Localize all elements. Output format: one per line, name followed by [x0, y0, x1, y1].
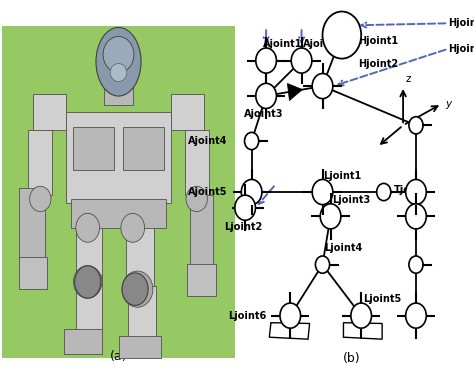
Ellipse shape [110, 63, 127, 82]
Polygon shape [344, 323, 382, 339]
Ellipse shape [121, 214, 145, 242]
Text: (b): (b) [343, 353, 360, 366]
Circle shape [96, 27, 141, 96]
Bar [187, 264, 216, 296]
Text: Ljoint6: Ljoint6 [228, 310, 266, 321]
Bar [118, 336, 161, 358]
Bar [190, 195, 213, 268]
Ellipse shape [30, 186, 51, 212]
Text: Hjoint2: Hjoint2 [358, 60, 398, 70]
Text: z: z [406, 74, 411, 84]
Circle shape [406, 204, 426, 229]
Text: Ljoint3: Ljoint3 [332, 195, 370, 205]
Ellipse shape [75, 266, 100, 298]
Circle shape [409, 256, 423, 273]
Circle shape [241, 179, 262, 204]
Ellipse shape [122, 273, 148, 306]
Bar [73, 127, 114, 170]
Circle shape [320, 204, 341, 229]
Bar [126, 224, 154, 289]
Ellipse shape [76, 214, 100, 242]
Circle shape [409, 117, 423, 134]
Text: (a): (a) [110, 350, 127, 363]
Ellipse shape [103, 36, 134, 73]
Text: Tjoint: Tjoint [393, 185, 426, 195]
Bar [123, 127, 164, 170]
Text: Ajoint4: Ajoint4 [188, 136, 228, 146]
Bar [28, 130, 52, 195]
Circle shape [291, 48, 312, 73]
Circle shape [322, 11, 361, 59]
Text: Ajoint1: Ajoint1 [263, 39, 302, 49]
Circle shape [377, 184, 391, 201]
Text: Ajoint2: Ajoint2 [303, 39, 343, 49]
Ellipse shape [186, 186, 207, 212]
Bar [19, 257, 47, 289]
Circle shape [312, 179, 333, 204]
Circle shape [406, 179, 426, 204]
Bar [76, 224, 102, 278]
Circle shape [235, 195, 255, 220]
Circle shape [256, 83, 276, 108]
Polygon shape [287, 84, 302, 101]
Text: Hjoint1: Hjoint1 [448, 18, 474, 28]
Ellipse shape [122, 271, 153, 307]
Text: y: y [445, 99, 451, 109]
FancyBboxPatch shape [2, 26, 235, 358]
Text: Ljoint1: Ljoint1 [323, 171, 361, 181]
Bar [185, 130, 209, 195]
Circle shape [315, 256, 329, 273]
Circle shape [312, 73, 333, 99]
Text: Hjoint1: Hjoint1 [358, 36, 398, 46]
Bar [66, 112, 171, 203]
Text: Ajoint5: Ajoint5 [188, 187, 228, 197]
Circle shape [245, 132, 259, 150]
Text: Hjoint2: Hjoint2 [448, 44, 474, 54]
Bar [64, 329, 102, 354]
Circle shape [351, 303, 372, 328]
Bar [171, 94, 204, 130]
Bar [128, 286, 156, 347]
Circle shape [406, 303, 426, 328]
Text: Ljoint4: Ljoint4 [324, 243, 362, 253]
Bar [19, 188, 45, 260]
Polygon shape [269, 323, 310, 339]
Bar [104, 87, 133, 105]
Bar [71, 199, 166, 228]
Bar [33, 94, 66, 130]
Text: Ljoint5: Ljoint5 [363, 294, 401, 304]
Circle shape [280, 303, 301, 328]
Ellipse shape [73, 266, 102, 298]
Bar [76, 275, 102, 332]
Text: Ljoint2: Ljoint2 [224, 222, 263, 231]
Circle shape [256, 48, 276, 73]
Text: Ajoint3: Ajoint3 [244, 109, 283, 119]
